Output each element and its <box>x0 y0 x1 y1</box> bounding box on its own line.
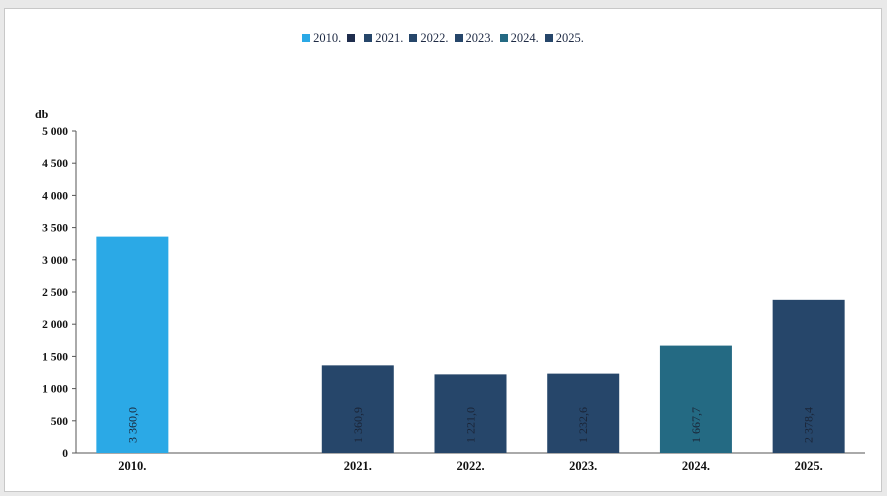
y-tick-label: 0 <box>62 448 68 460</box>
legend-label: 2023. <box>465 31 494 45</box>
y-tick-label: 2 500 <box>42 287 68 299</box>
y-tick-label: 5 000 <box>42 126 68 138</box>
legend-swatch <box>409 34 418 42</box>
bar <box>659 345 732 453</box>
data-label: 1 667,7 <box>689 407 703 443</box>
y-tick-label: 1 500 <box>42 351 68 363</box>
legend-item: 2010. <box>302 31 341 46</box>
category-label: 2022. <box>456 459 484 473</box>
legend-swatch <box>454 34 463 42</box>
legend-label: 2022. <box>420 31 449 45</box>
legend-item: 2021. <box>364 31 403 46</box>
legend-label: 2025. <box>555 31 584 45</box>
legend-swatch <box>302 34 311 42</box>
data-label: 1 221,0 <box>464 407 478 443</box>
legend-label: 2021. <box>375 31 404 45</box>
legend-label: 2010. <box>313 31 342 45</box>
legend-item: 2022. <box>409 31 449 46</box>
legend-swatch <box>544 34 553 42</box>
category-label: 2024. <box>682 459 710 473</box>
legend-swatch <box>364 34 373 42</box>
bar <box>321 365 394 453</box>
legend-item: 2023. <box>454 31 494 46</box>
y-tick-label: 4 500 <box>42 158 68 170</box>
chart-frame: 2010. 2021. 2022. 2023. 2024. 2025. db 0 500 1 … <box>4 8 882 492</box>
legend-swatch <box>347 34 356 42</box>
y-axis-label: db <box>35 107 49 121</box>
bar <box>547 373 620 453</box>
data-label: 1 232,6 <box>576 407 590 443</box>
legend-swatch <box>499 34 508 42</box>
y-tick-label: 2 000 <box>42 319 68 331</box>
data-label: 1 360,9 <box>351 407 365 443</box>
bar <box>434 374 507 453</box>
bar <box>96 236 169 453</box>
category-label: 2010. <box>118 459 146 473</box>
data-label: 2 378,4 <box>802 407 816 443</box>
legend-item <box>347 31 358 46</box>
data-label: 3 360,0 <box>125 407 139 443</box>
bar-chart: 0 500 1 000 1 500 2 000 2 500 3 000 3 500 4 000 4… <box>42 126 865 473</box>
category-label: 2023. <box>569 459 597 473</box>
bar <box>772 299 845 453</box>
y-tick-label: 3 000 <box>42 255 68 267</box>
y-tick-label: 4 000 <box>42 190 68 202</box>
legend: 2010. 2021. 2022. 2023. 2024. 2025. <box>5 31 881 46</box>
legend-item: 2025. <box>544 31 584 46</box>
category-label: 2021. <box>344 459 372 473</box>
legend-item: 2024. <box>499 31 539 46</box>
y-tick-label: 1 000 <box>42 384 68 396</box>
y-tick-label: 500 <box>51 416 69 428</box>
category-label: 2025. <box>795 459 823 473</box>
legend-label: 2024. <box>510 31 539 45</box>
y-tick-label: 3 500 <box>42 223 68 235</box>
